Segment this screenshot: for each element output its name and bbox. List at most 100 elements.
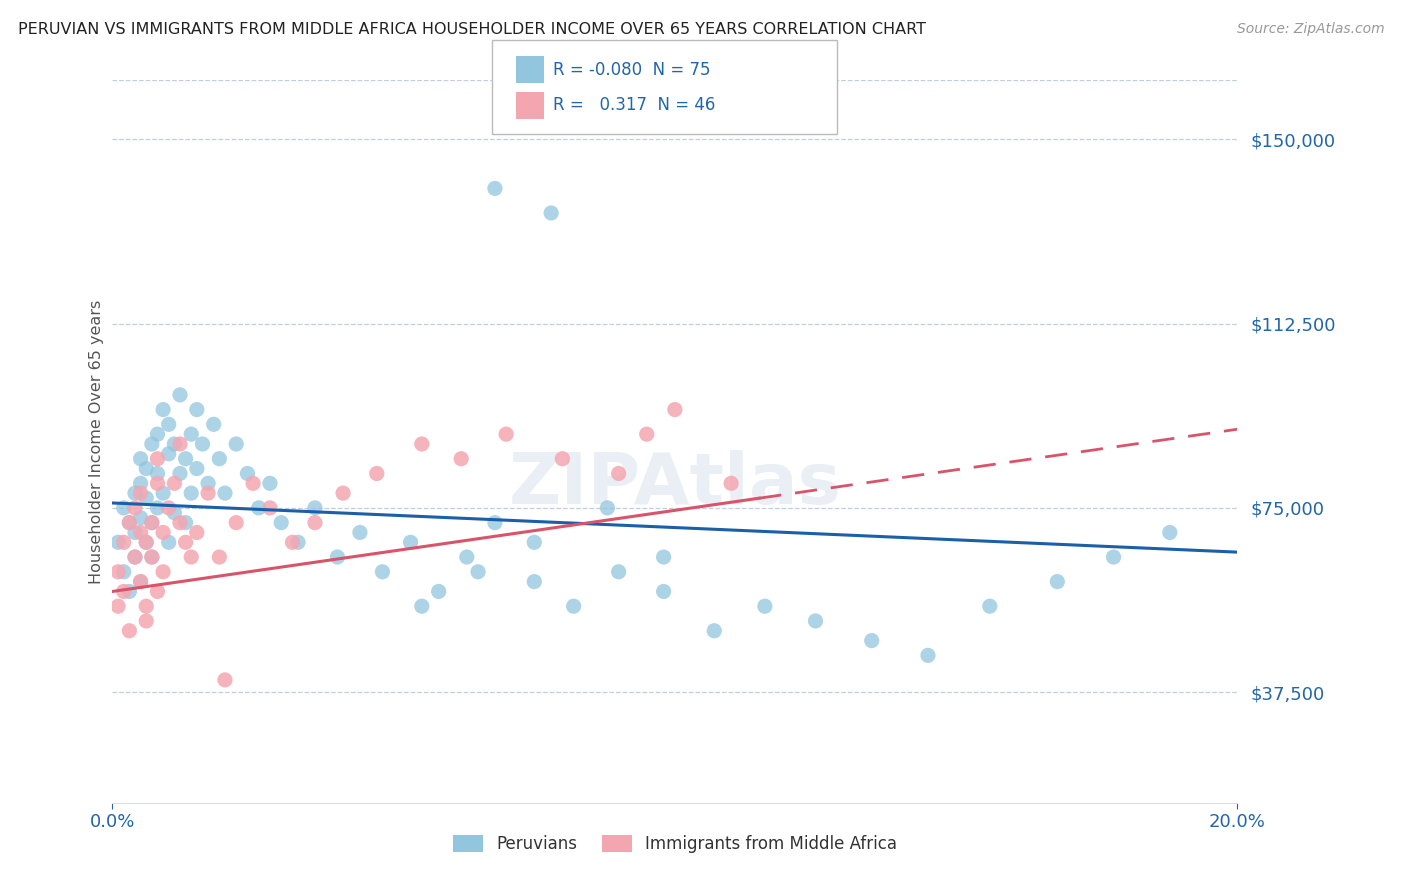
Point <box>186 525 208 540</box>
Point <box>186 402 208 417</box>
Point <box>157 447 180 461</box>
Point <box>979 599 1001 614</box>
Point <box>411 599 433 614</box>
Point <box>180 486 202 500</box>
Point <box>157 417 180 432</box>
Point <box>157 500 180 515</box>
Point <box>129 574 152 589</box>
Point <box>214 673 236 687</box>
Point <box>118 584 141 599</box>
Point <box>720 476 742 491</box>
Point <box>652 549 675 564</box>
Point <box>141 516 163 530</box>
Point <box>636 427 658 442</box>
Point <box>1102 549 1125 564</box>
Point <box>169 437 191 451</box>
Point <box>112 500 135 515</box>
Point <box>259 476 281 491</box>
Point <box>135 461 157 475</box>
Point <box>180 549 202 564</box>
Point <box>562 599 585 614</box>
Point <box>107 565 129 579</box>
Point <box>247 500 270 515</box>
Point <box>607 565 630 579</box>
Point <box>523 574 546 589</box>
Point <box>118 516 141 530</box>
Point <box>287 535 309 549</box>
Point <box>551 451 574 466</box>
Point <box>129 510 152 524</box>
Point <box>664 402 686 417</box>
Point <box>135 535 157 549</box>
Point <box>146 584 169 599</box>
Point <box>450 451 472 466</box>
Point <box>281 535 304 549</box>
Point <box>141 549 163 564</box>
Point <box>236 467 259 481</box>
Point <box>174 451 197 466</box>
Point <box>124 525 146 540</box>
Y-axis label: Householder Income Over 65 years: Householder Income Over 65 years <box>89 300 104 583</box>
Point <box>804 614 827 628</box>
Point <box>157 535 180 549</box>
Point <box>107 535 129 549</box>
Point <box>456 549 478 564</box>
Point <box>129 486 152 500</box>
Point <box>118 624 141 638</box>
Point <box>304 516 326 530</box>
Point <box>124 549 146 564</box>
Point <box>270 516 292 530</box>
Point <box>152 525 174 540</box>
Point <box>860 633 883 648</box>
Point <box>1046 574 1069 589</box>
Text: R = -0.080  N = 75: R = -0.080 N = 75 <box>553 61 710 78</box>
Point <box>129 574 152 589</box>
Point <box>163 437 186 451</box>
Point <box>129 451 152 466</box>
Point <box>141 516 163 530</box>
Point <box>208 549 231 564</box>
Point <box>174 516 197 530</box>
Point <box>304 500 326 515</box>
Point <box>652 584 675 599</box>
Point <box>259 500 281 515</box>
Point <box>399 535 422 549</box>
Point <box>146 427 169 442</box>
Point <box>107 599 129 614</box>
Point <box>174 535 197 549</box>
Point <box>112 535 135 549</box>
Point <box>112 565 135 579</box>
Point <box>197 486 219 500</box>
Point <box>495 427 517 442</box>
Point <box>118 516 141 530</box>
Point <box>326 549 349 564</box>
Text: R =   0.317  N = 46: R = 0.317 N = 46 <box>553 96 714 114</box>
Point <box>349 525 371 540</box>
Point <box>146 500 169 515</box>
Point <box>225 437 247 451</box>
Text: PERUVIAN VS IMMIGRANTS FROM MIDDLE AFRICA HOUSEHOLDER INCOME OVER 65 YEARS CORRE: PERUVIAN VS IMMIGRANTS FROM MIDDLE AFRIC… <box>18 22 927 37</box>
Point <box>332 486 354 500</box>
Point <box>371 565 394 579</box>
Point <box>202 417 225 432</box>
Point <box>596 500 619 515</box>
Point <box>169 388 191 402</box>
Point <box>141 549 163 564</box>
Point <box>146 451 169 466</box>
Point <box>427 584 450 599</box>
Point <box>1159 525 1181 540</box>
Point <box>180 427 202 442</box>
Point <box>146 476 169 491</box>
Point <box>917 648 939 663</box>
Text: Source: ZipAtlas.com: Source: ZipAtlas.com <box>1237 22 1385 37</box>
Point <box>141 437 163 451</box>
Point <box>225 516 247 530</box>
Point <box>146 467 169 481</box>
Point <box>129 476 152 491</box>
Point <box>152 486 174 500</box>
Point <box>197 476 219 491</box>
Point <box>242 476 264 491</box>
Point <box>124 500 146 515</box>
Point <box>129 525 152 540</box>
Point <box>484 181 506 195</box>
